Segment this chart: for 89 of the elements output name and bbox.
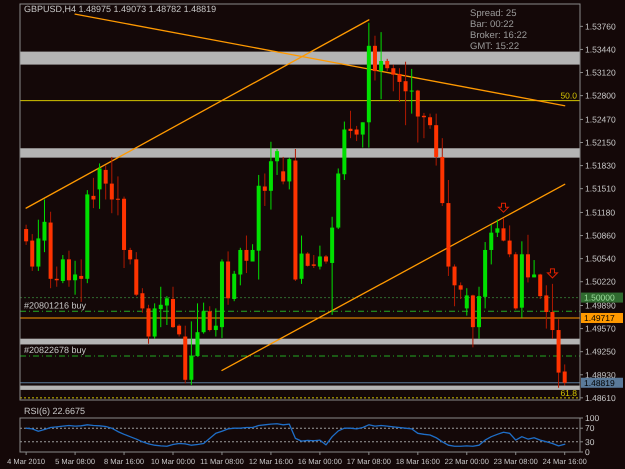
y-tick-label: 1.53440 (585, 44, 616, 54)
y-tick-label: 1.49570 (585, 324, 616, 334)
candlestick (189, 320, 194, 386)
y-tick-label: 0 (585, 447, 590, 457)
candlestick (158, 286, 163, 328)
annotation: 61.8 (560, 388, 578, 398)
candlestick (526, 234, 530, 283)
annotation: Bar: 00:22 (470, 19, 514, 30)
candlestick (508, 224, 512, 258)
y-tick-label: 1.51180 (585, 207, 616, 218)
y-tick-label: 1.52470 (585, 114, 616, 124)
ref-line-label: #20801216 buy (24, 300, 87, 310)
candlestick (195, 302, 200, 358)
candlestick (458, 282, 463, 300)
chart-title: GBPUSD,H4 1.48975 1.49073 1.48782 1.48819 (24, 4, 216, 14)
annotation: GMT: 15:22 (470, 41, 520, 52)
candlestick (110, 156, 114, 214)
candlestick (391, 64, 396, 92)
annotation: Broker: 16:22 (470, 30, 528, 41)
y-tick-label: 1.53120 (585, 68, 616, 78)
candlestick (128, 247, 132, 265)
candlestick (98, 162, 102, 210)
y-tick-label: 1.48930 (585, 370, 616, 380)
candlestick (275, 148, 280, 176)
candlestick (562, 364, 567, 386)
candlestick (379, 32, 384, 100)
candlestick (54, 266, 59, 288)
ref-line-label: 1.48819 (584, 378, 615, 388)
candlestick (214, 308, 218, 338)
annotation: Spread: 25 (470, 8, 516, 19)
candlestick (104, 165, 108, 200)
candlestick (24, 224, 28, 246)
y-tick-label: 1.52800 (585, 90, 616, 101)
candlestick (250, 244, 255, 262)
candlestick (312, 254, 316, 268)
candlestick (538, 273, 542, 300)
candlestick (397, 68, 402, 103)
candlestick (202, 302, 206, 334)
y-tick-label: 30 (585, 436, 595, 447)
y-tick-label: 1.51830 (585, 160, 616, 171)
candlestick (354, 125, 359, 142)
ref-line-label: 1.49717 (584, 312, 615, 323)
y-tick-label: 1.49250 (585, 346, 616, 357)
annotation: 50.0 (560, 90, 578, 101)
candlestick (550, 283, 554, 340)
candlestick (452, 264, 457, 307)
candlestick (385, 58, 390, 72)
chart-title: RSI(6) 22.6675 (24, 406, 86, 416)
candlestick (489, 224, 494, 265)
y-tick-label: 1.53760 (585, 21, 616, 32)
y-tick-label: 100 (585, 413, 600, 423)
ref-line-label: #20822678 buy (24, 345, 87, 355)
candlestick (544, 284, 548, 330)
candlestick (410, 68, 414, 114)
candlestick (262, 173, 267, 206)
candlestick (495, 219, 500, 238)
ref-line-label: 1.50000 (584, 292, 615, 303)
candlestick (244, 235, 248, 274)
candlestick (60, 254, 65, 284)
candlestick (532, 260, 536, 278)
candlestick (464, 288, 469, 316)
candlestick (66, 250, 71, 288)
candlestick (91, 177, 96, 209)
y-tick-label: 70 (585, 423, 595, 434)
y-tick-label: 1.48610 (585, 392, 616, 403)
candlestick (348, 110, 352, 139)
candlestick (281, 156, 286, 185)
candlestick (79, 258, 84, 302)
y-tick-label: 1.50860 (585, 230, 616, 241)
candlestick (318, 245, 322, 270)
candlestick (73, 260, 78, 296)
y-tick-label: 1.49890 (585, 300, 616, 311)
y-tick-label: 1.50220 (585, 276, 616, 287)
candlestick (428, 113, 432, 130)
candlestick (360, 122, 365, 148)
y-tick-label: 1.51510 (585, 184, 616, 194)
line-series (25, 423, 566, 447)
y-tick-label: 1.52150 (585, 137, 616, 148)
y-tick-label: 1.50540 (585, 254, 616, 264)
candlestick (404, 61, 408, 126)
candlestick (140, 288, 144, 314)
candlestick (306, 252, 310, 268)
candlestick (116, 176, 120, 216)
candlestick (42, 198, 46, 253)
candlestick (501, 218, 506, 242)
candlestick (208, 306, 212, 332)
candlestick (164, 296, 169, 326)
candlestick (287, 157, 292, 190)
candlestick (177, 324, 182, 338)
